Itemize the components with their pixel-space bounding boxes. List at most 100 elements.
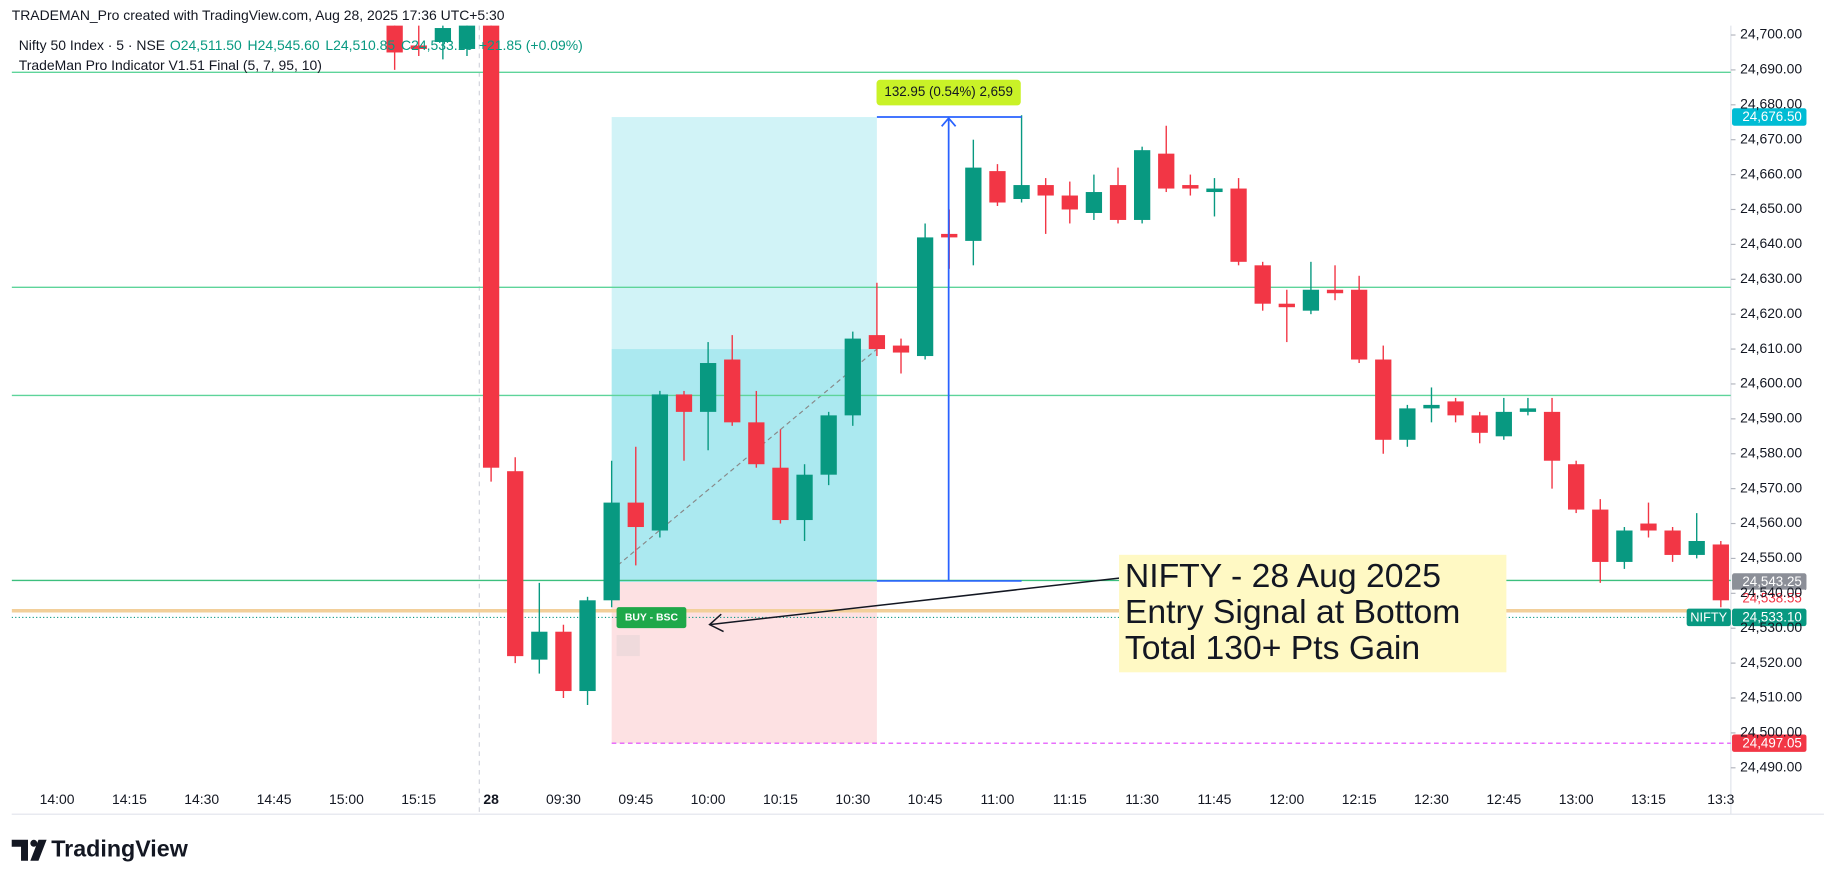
candle-body: [1447, 401, 1464, 416]
candle-body: [1326, 289, 1344, 294]
candle-body: [1061, 195, 1078, 210]
y-tick-label: 24,510.00: [1740, 689, 1802, 705]
ohlc-value: O24,511.50: [170, 37, 242, 53]
candle-body: [507, 471, 524, 657]
x-tick-label: 14:45: [257, 791, 292, 807]
x-tick-label: 11:15: [1053, 791, 1087, 807]
x-tick-label: 14:30: [184, 791, 219, 807]
y-tick-label: 24,690.00: [1740, 61, 1802, 77]
candle-body: [844, 338, 861, 416]
y-tick-label: 24,490.00: [1740, 758, 1802, 774]
price-label-box: [1732, 589, 1807, 608]
plot: [11, 25, 1731, 744]
candle-body: [1568, 464, 1585, 510]
annotation-text: Entry Signal at Bottom: [1125, 593, 1460, 631]
candle-body: [1688, 540, 1705, 555]
y-tick-label: 24,610.00: [1740, 340, 1802, 356]
candle-body: [1399, 408, 1416, 440]
candle-body: [1278, 303, 1295, 308]
price-label: 24,533.10: [1742, 610, 1801, 625]
y-tick-label: 24,570.00: [1740, 479, 1802, 495]
candle-body: [1206, 188, 1223, 193]
candle-body: [1013, 185, 1030, 200]
candle-body: [555, 631, 572, 692]
y-tick-label: 24,680.00: [1740, 95, 1802, 111]
ohlc-value: L24,510.85: [325, 37, 395, 53]
candle-body: [410, 45, 427, 49]
x-tick-label: 13:15: [1631, 791, 1666, 807]
logo-icon: [30, 839, 38, 847]
candle-body: [627, 502, 644, 528]
price-label: 24,538.55: [1742, 590, 1801, 605]
price-label: 24,543.25: [1742, 574, 1801, 589]
y-tick-label: 24,640.00: [1740, 235, 1802, 251]
annotation-box: [1119, 554, 1507, 673]
x-tick-label: 11:30: [1125, 791, 1159, 807]
x-tick-label: 10:15: [763, 791, 798, 807]
x-tick-label: 13:00: [1559, 791, 1594, 807]
x-tick-label: 15:00: [329, 791, 364, 807]
y-tick-label: 24,660.00: [1740, 165, 1802, 181]
candle-body: [965, 167, 982, 241]
logo-icon: [11, 839, 47, 861]
signal-label: BUY - BSC: [625, 612, 679, 623]
overlay: 132.95 (0.54%) 2,659 BUY - BSC NIFTY - 28 …: [616, 79, 1807, 752]
arrow-head: [708, 613, 724, 633]
candle-body: [1592, 509, 1609, 562]
candle-body: [916, 237, 934, 357]
price-label-box: [1732, 108, 1807, 126]
y-tick-label: 24,700.00: [1740, 26, 1802, 42]
x-tick-label: 12:15: [1342, 791, 1377, 807]
ohlc-value: H24,545.60: [248, 37, 320, 53]
x-tick-label: 10:30: [835, 791, 870, 807]
x-tick-label: 10:45: [908, 791, 943, 807]
candle-body: [531, 631, 548, 660]
y-tick-label: 24,580.00: [1740, 444, 1802, 460]
x-tick-label: 13:3: [1707, 791, 1734, 807]
y-tick-label: 24,520.00: [1740, 654, 1802, 670]
candle-body: [868, 335, 886, 350]
tv-logo: TradingView: [11, 835, 189, 861]
candle-body: [458, 25, 476, 49]
trade-path: [611, 348, 878, 571]
y-tick-label: 24,590.00: [1740, 410, 1802, 426]
candle-body: [796, 474, 813, 521]
price-label-box: [1732, 573, 1807, 591]
x-tick-label: 12:30: [1414, 791, 1449, 807]
candle-body: [1133, 150, 1151, 220]
measure-label: 132.95 (0.54%) 2,659: [884, 84, 1013, 99]
candle-body: [748, 422, 765, 465]
ohlc-value: +21.85 (+0.09%): [479, 37, 583, 53]
symbol: Nifty 50 Index · 5 · NSE: [19, 37, 165, 53]
y-tick-label: 24,630.00: [1740, 270, 1802, 286]
candle-body: [989, 171, 1006, 203]
x-tick-label: 09:45: [618, 791, 653, 807]
symbol-label-box: [1686, 608, 1731, 627]
candle-body: [1712, 544, 1729, 601]
x-tick-label: 14:00: [40, 791, 75, 807]
candle-body: [772, 467, 789, 521]
candle-body: [386, 25, 403, 53]
candle-body: [1302, 289, 1320, 311]
price-label: 24,676.50: [1742, 109, 1801, 124]
y-tick-label: 24,530.00: [1740, 619, 1802, 635]
candle-body: [1230, 188, 1247, 262]
signal-box: [616, 607, 687, 629]
candle-body: [1037, 185, 1054, 196]
candle-body: [820, 415, 837, 475]
price-label-box: [1732, 608, 1807, 627]
candle-body: [1519, 408, 1537, 412]
candle-body: [1471, 415, 1488, 433]
y-tick-label: 24,560.00: [1740, 514, 1802, 530]
candle-body: [1423, 404, 1440, 409]
y-tick-label: 24,500.00: [1740, 724, 1802, 740]
annotation-arrow: [709, 577, 1120, 626]
candle-body: [434, 28, 452, 42]
x-tick-label: 12:00: [1269, 791, 1304, 807]
x-tick-label: 12:45: [1486, 791, 1521, 807]
candle-body: [579, 600, 596, 692]
candle-body: [1375, 359, 1392, 440]
candle-body: [1664, 530, 1681, 555]
